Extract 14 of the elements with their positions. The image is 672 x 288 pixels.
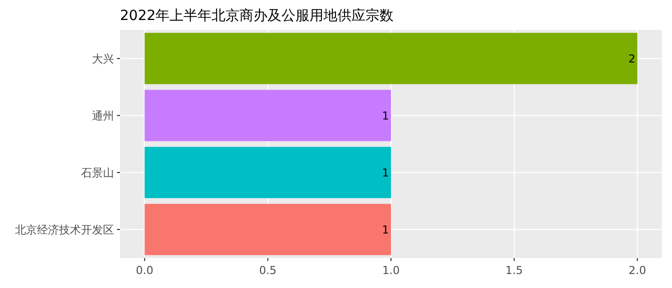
x-tick-label: 1.5	[505, 264, 523, 277]
y-tick-label: 通州	[92, 110, 114, 122]
y-tick-label: 石景山	[81, 166, 114, 180]
data-label: 1	[382, 166, 389, 180]
data-label: 1	[382, 224, 389, 236]
x-tick-label: 1.0	[382, 264, 400, 277]
data-label: 1	[382, 110, 389, 122]
chart-title: 2022年上半年北京商办及公服用地供应宗数	[120, 8, 394, 24]
x-tick-label: 2.0	[628, 264, 646, 277]
data-label: 2	[628, 52, 636, 66]
x-tick-label: 0.0	[136, 264, 154, 277]
y-tick-label: 北京经济技术开发区	[15, 224, 114, 236]
x-tick-label: 0.5	[259, 264, 277, 277]
y-tick-label: 大兴	[92, 52, 114, 66]
